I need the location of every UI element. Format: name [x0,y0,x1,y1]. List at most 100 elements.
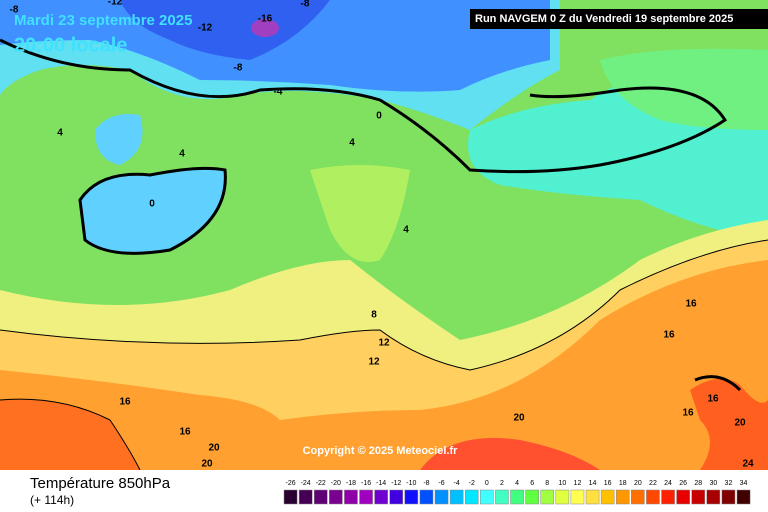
scale-cell [631,489,645,505]
zone-coldest [251,19,279,37]
time: 20:00 locale [14,34,127,56]
scale-label: 22 [649,480,657,487]
scale-cell [525,489,539,505]
zone-8 [310,165,410,262]
contour-label: 16 [707,394,719,405]
scale-label: -8 [423,480,429,487]
scale-cell [298,489,313,505]
scale-label: 24 [664,480,672,487]
scale-label: -26 [285,480,295,487]
scale-label: 0 [485,480,489,487]
scale-cell [691,489,706,505]
scale-label: -14 [376,480,386,487]
scale-label: -6 [438,480,444,487]
contour-zero-low [78,166,227,255]
scale-label: 32 [725,480,733,487]
scale-label: 20 [634,480,642,487]
contour-label: -16 [258,14,273,25]
contour-label: 20 [208,443,220,454]
contour-label: -12 [108,0,123,8]
scale-cell [404,489,419,505]
zone-labrador [95,114,143,165]
scale-label: 2 [500,480,504,487]
run-banner [470,9,768,29]
scale-label: 18 [619,480,627,487]
zone-20-africa [420,438,600,470]
scale-cell [736,489,751,505]
scale-label: -18 [346,480,356,487]
run-info: Run NAVGEM 0 Z du Vendredi 19 septembre … [475,13,733,25]
scale-cell [389,489,404,505]
footer-title: Température 850hPa [30,475,171,492]
scale-label: -4 [454,480,460,487]
scale-cell [646,489,660,505]
contour-label: -4 [274,87,283,98]
scale-label: 12 [574,480,582,487]
scale-label: 34 [740,480,748,487]
scale-cell [449,489,464,505]
contour-label: 20 [513,413,525,424]
zone-scandinavia [600,48,768,130]
scale-cell [510,489,524,505]
map-area [0,0,768,471]
contour-20 [0,398,141,471]
contour-label: 0 [149,199,155,210]
contour-20-east [694,375,742,392]
scale-cell [283,489,298,505]
scale-cell [706,489,721,505]
scale-label: -24 [301,480,311,487]
scale-cell [329,489,343,505]
scale-label: -10 [406,480,416,487]
scale-label: 30 [709,480,717,487]
scale-cell [480,489,494,505]
scale-label: 4 [515,480,519,487]
scale-cell [600,489,615,505]
scale-cell [374,489,388,505]
scale-cell [585,489,600,505]
contour-zero [0,38,728,174]
scale-cell [434,489,449,505]
contour-label: -8 [234,63,243,74]
scale-cell [615,489,630,505]
zone-very-cold [120,0,330,60]
scale-cell [555,489,570,505]
scale-label: 10 [558,480,566,487]
contour-label: 12 [378,338,390,349]
contour-label: 16 [179,427,191,438]
contour-label: 20 [734,418,746,429]
date: Mardi 23 septembre 2025 [14,12,192,29]
zone-atlantic-low [80,168,226,254]
scale-label: -22 [316,480,326,487]
scale-label: 26 [679,480,687,487]
scale-label: 8 [545,480,549,487]
contour-label: 0 [376,111,382,122]
contour-label: 16 [685,299,697,310]
contour-12 [0,239,768,371]
scale-cell [661,489,675,505]
contour-label: -8 [10,5,19,16]
scale-label: -12 [391,480,401,487]
zone-16 [0,260,768,470]
scale-cell [570,489,585,505]
scale-label: 14 [589,480,597,487]
scale-cell [676,489,690,505]
copyright: Copyright © 2025 Meteociel.fr [303,445,459,457]
contour-label: 4 [403,225,409,236]
footer-lead: (+ 114h) [30,493,74,507]
contour-label: 16 [663,330,675,341]
contour-label: 4 [349,138,355,149]
zone-20-east [690,378,768,470]
contour-label: 8 [371,310,377,321]
contour-label: 16 [119,397,131,408]
contour-label: -8 [301,0,310,10]
scale-cell [540,489,555,505]
scale-cell [344,489,358,505]
contour-label: -12 [198,23,213,34]
contour-label: 4 [57,128,63,139]
scale-label: -20 [331,480,341,487]
contour-label: 16 [682,408,694,419]
scale-label: -2 [469,480,475,487]
contour-label: 12 [368,357,380,368]
